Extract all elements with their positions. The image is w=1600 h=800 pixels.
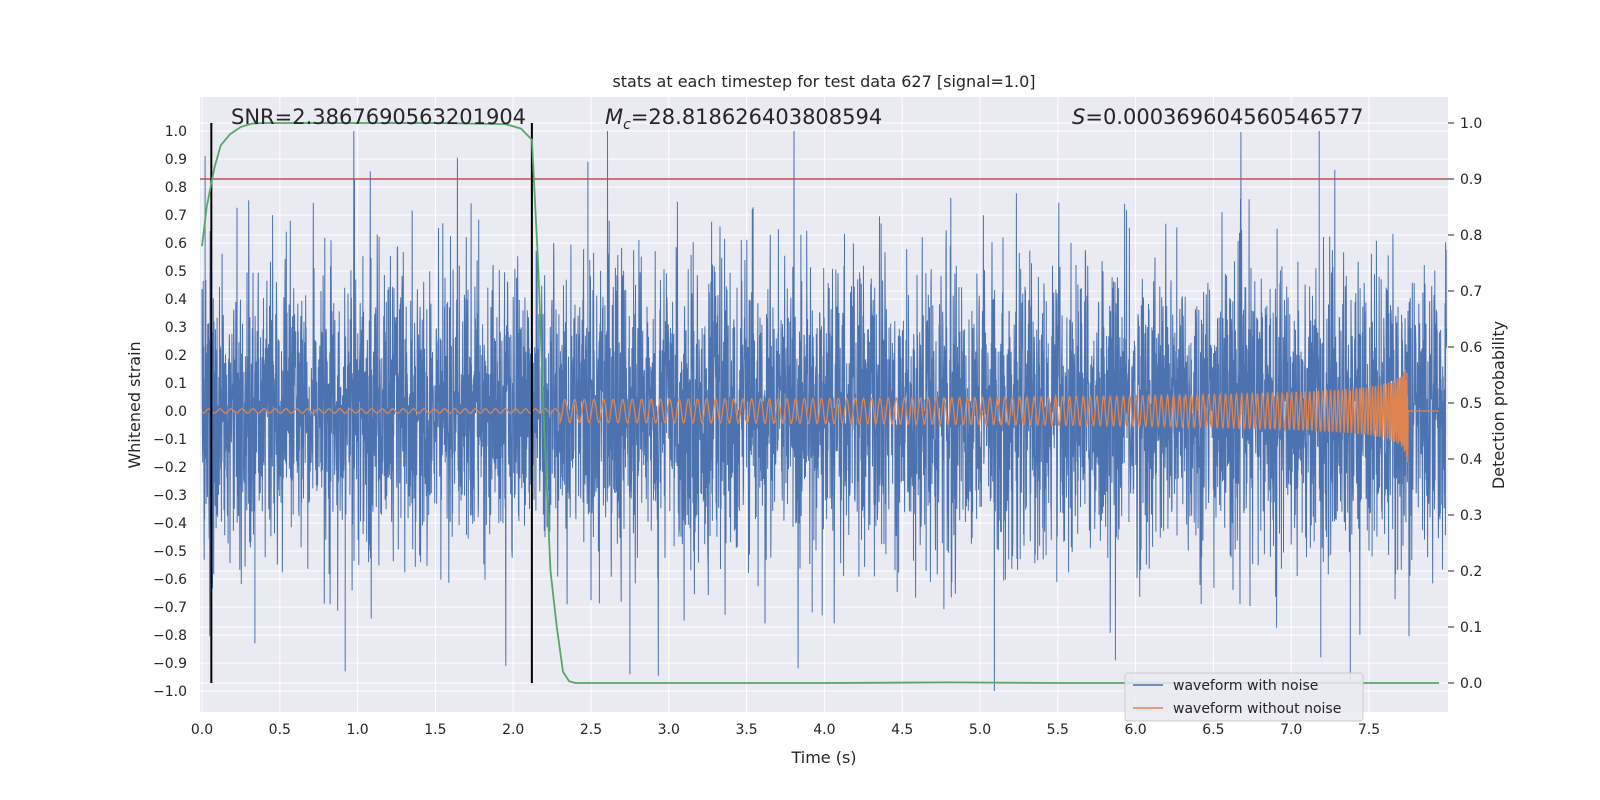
right-y-tick-label: 0.1 bbox=[1460, 620, 1482, 636]
x-tick-label: 3.0 bbox=[658, 722, 680, 738]
right-y-axis-ticks: 1.0 0.9 0.8 0.7 0.6 0.5 0.4 0.3 0.2 0.1 0.0 bbox=[1448, 116, 1482, 692]
x-tick-label: 6.0 bbox=[1124, 722, 1146, 738]
x-tick-label: 5.0 bbox=[969, 722, 991, 738]
x-tick-label: 7.5 bbox=[1358, 722, 1380, 738]
left-y-axis-label: Whitened strain bbox=[125, 341, 144, 468]
right-y-tick-label: 1.0 bbox=[1460, 116, 1482, 132]
left-y-tick-label: 0.3 bbox=[165, 320, 187, 336]
legend-label-waveform-without-noise: waveform without noise bbox=[1173, 701, 1341, 717]
s-value: =0.000369604560546577 bbox=[1085, 105, 1363, 129]
legend: waveform with noise waveform without noi… bbox=[1124, 672, 1364, 722]
right-y-tick-label: 0.7 bbox=[1460, 284, 1482, 300]
left-y-tick-label: −0.8 bbox=[153, 628, 187, 644]
x-tick-label: 0.0 bbox=[191, 722, 213, 738]
right-y-tick-label: 0.8 bbox=[1460, 228, 1482, 244]
chirp-mass-symbol: M bbox=[605, 105, 623, 129]
x-axis-ticks: 0.0 0.5 1.0 1.5 2.0 2.5 3.0 3.5 4.0 4.5 5.0 5.5 6.0 6… bbox=[191, 722, 1380, 738]
x-axis-label: Time (s) bbox=[790, 748, 856, 767]
x-tick-label: 4.0 bbox=[813, 722, 835, 738]
left-y-tick-label: −0.3 bbox=[153, 488, 187, 504]
legend-box bbox=[1124, 672, 1364, 722]
right-y-tick-label: 0.5 bbox=[1460, 396, 1482, 412]
left-y-tick-label: 0.9 bbox=[165, 152, 187, 168]
x-tick-label: 7.0 bbox=[1280, 722, 1302, 738]
left-y-tick-label: −0.5 bbox=[153, 544, 187, 560]
chirp-mass-subscript: c bbox=[623, 117, 631, 133]
left-y-tick-label: −0.4 bbox=[153, 516, 187, 532]
x-tick-label: 0.5 bbox=[269, 722, 291, 738]
x-tick-label: 1.5 bbox=[424, 722, 446, 738]
snr-annotation: SNR=2.3867690563201904 bbox=[231, 105, 526, 129]
left-y-tick-label: −0.9 bbox=[153, 656, 187, 672]
x-tick-label: 2.5 bbox=[580, 722, 602, 738]
series-waveform-without-noise bbox=[201, 369, 1439, 463]
right-y-tick-label: 0.2 bbox=[1460, 564, 1482, 580]
series-waveform-with-noise bbox=[201, 130, 1448, 692]
x-tick-label: 5.5 bbox=[1047, 722, 1069, 738]
x-tick-label: 6.5 bbox=[1202, 722, 1224, 738]
left-y-axis-ticks: 1.0 0.9 0.8 0.7 0.6 0.5 0.4 0.3 0.2 0.1 0.0 −0.1 −0.… bbox=[153, 124, 187, 700]
right-y-tick-label: 0.3 bbox=[1460, 508, 1482, 524]
chirp-mass-annotation: Mc=28.818626403808594 bbox=[605, 105, 882, 133]
chart-title: stats at each timestep for test data 627… bbox=[612, 72, 1035, 91]
x-tick-label: 3.5 bbox=[735, 722, 757, 738]
left-y-tick-label: −0.7 bbox=[153, 600, 187, 616]
legend-label-waveform-with-noise: waveform with noise bbox=[1173, 678, 1318, 694]
right-y-axis-label: Detection probability bbox=[1489, 321, 1508, 489]
left-y-tick-label: 0.7 bbox=[165, 208, 187, 224]
snr-ratio-annotation: S=0.000369604560546577 bbox=[1072, 105, 1363, 129]
right-y-tick-label: 0.9 bbox=[1460, 172, 1482, 188]
right-y-tick-label: 0.0 bbox=[1460, 676, 1482, 692]
left-y-tick-label: 0.6 bbox=[165, 236, 187, 252]
series-detection-probability bbox=[201, 122, 1439, 684]
left-y-tick-label: −0.1 bbox=[153, 432, 187, 448]
x-tick-label: 2.0 bbox=[502, 722, 524, 738]
right-y-tick-label: 0.6 bbox=[1460, 340, 1482, 356]
chirp-mass-value: =28.818626403808594 bbox=[631, 105, 882, 129]
s-symbol: S bbox=[1072, 105, 1085, 129]
left-y-tick-label: 0.1 bbox=[165, 376, 187, 392]
left-y-tick-label: 0.5 bbox=[165, 264, 187, 280]
left-y-tick-label: 0.0 bbox=[165, 404, 187, 420]
x-tick-label: 4.5 bbox=[891, 722, 913, 738]
left-y-tick-label: 0.8 bbox=[165, 180, 187, 196]
left-y-tick-label: −0.6 bbox=[153, 572, 187, 588]
x-tick-label: 1.0 bbox=[346, 722, 368, 738]
left-y-tick-label: −1.0 bbox=[153, 684, 187, 700]
left-y-tick-label: 0.4 bbox=[165, 292, 187, 308]
left-y-tick-label: 1.0 bbox=[165, 124, 187, 140]
left-y-tick-label: 0.2 bbox=[165, 348, 187, 364]
vertical-markers bbox=[210, 123, 533, 683]
right-y-tick-label: 0.4 bbox=[1460, 452, 1482, 468]
left-y-tick-label: −0.2 bbox=[153, 460, 187, 476]
